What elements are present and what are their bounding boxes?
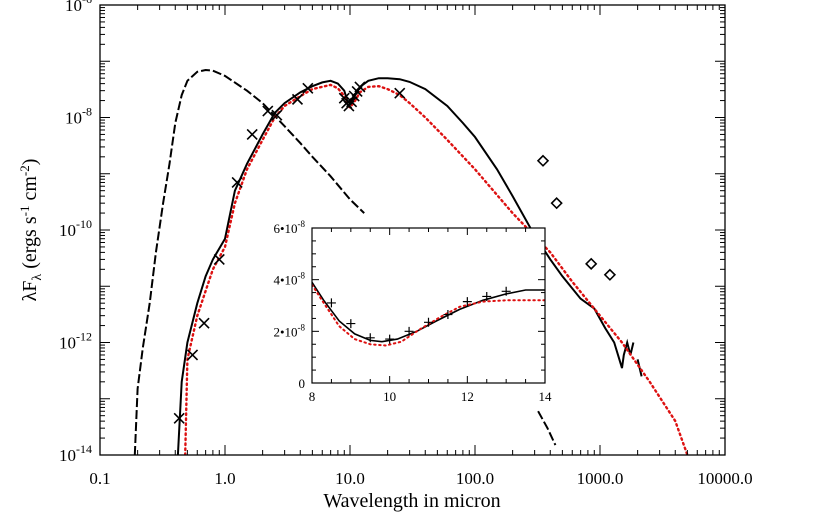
y-tick-label: 10-14: [59, 442, 92, 465]
diamond-marker: [536, 154, 550, 167]
cross-marker: [246, 128, 258, 140]
x-tick-label: 100.0: [456, 469, 494, 488]
plus-marker: [346, 319, 356, 329]
cross-marker: [346, 96, 358, 108]
inset-y-tick-label: 4•10-8: [273, 271, 305, 288]
inset-plot-area: [312, 281, 545, 347]
x-tick-label: 10.0: [335, 469, 365, 488]
main-plot-area: [133, 68, 689, 455]
cross-marker: [186, 349, 199, 361]
cross-marker: [173, 412, 185, 424]
x-tick-label: 1.0: [214, 469, 235, 488]
main-series-0-line: [133, 68, 365, 455]
cross-marker: [394, 87, 406, 99]
inset-y-tick-label: 0: [299, 376, 306, 391]
inset-background: [312, 228, 545, 383]
main-axis-ticks: 0.1 1.0 10.0 100.0 1000.0 10000.0 10-14 10-12 10…: [59, 0, 753, 488]
cross-marker: [354, 81, 366, 93]
cross-marker: [262, 105, 274, 117]
y-axis-title: λFλ (ergs s-1 cm-2): [17, 159, 45, 302]
main-series-1-line: [537, 410, 557, 446]
inset-y-tick-label: 6•10-8: [273, 219, 305, 236]
plus-marker: [326, 298, 336, 308]
inset-x-tick-label: 8: [309, 389, 316, 404]
plus-marker: [462, 297, 472, 307]
inset-series-1-line: [312, 283, 545, 347]
plus-marker: [404, 326, 414, 336]
plus-marker: [385, 334, 395, 344]
cross-marker: [302, 82, 314, 94]
inset-series-0-line: [312, 281, 545, 343]
y-tick-label: 10-8: [65, 105, 92, 128]
inset-x-tick-label: 12: [461, 389, 474, 404]
diamond-marker: [603, 268, 617, 281]
inset-x-tick-label: 10: [383, 389, 396, 404]
x-tick-label: 1000.0: [577, 469, 624, 488]
x-tick-label: 0.1: [89, 469, 110, 488]
inset-x-tick-label: 14: [539, 389, 553, 404]
diamond-marker: [585, 257, 598, 270]
plus-marker: [482, 291, 492, 301]
x-tick-label: 10000.0: [697, 469, 752, 488]
cross-marker: [231, 176, 243, 189]
y-tick-label: 10-6: [65, 0, 92, 15]
plus-marker: [424, 317, 433, 327]
inset-axis-ticks: 8 10 12 14 0 2•10-8 4•10-8 6•10-8: [273, 219, 552, 404]
cross-marker: [271, 109, 283, 121]
cross-marker: [291, 93, 304, 105]
y-tick-label: 10-12: [59, 330, 92, 353]
main-series-4-line: [184, 83, 689, 455]
inset-y-tick-label: 2•10-8: [273, 322, 305, 339]
plus-marker: [365, 333, 375, 343]
plus-marker: [501, 286, 511, 296]
cross-marker: [213, 253, 225, 265]
diamond-marker: [550, 197, 563, 210]
y-tick-label: 10-10: [59, 217, 92, 240]
cross-marker: [198, 317, 210, 329]
x-axis-title: Wavelength in micron: [323, 490, 500, 512]
plus-marker: [443, 310, 453, 320]
